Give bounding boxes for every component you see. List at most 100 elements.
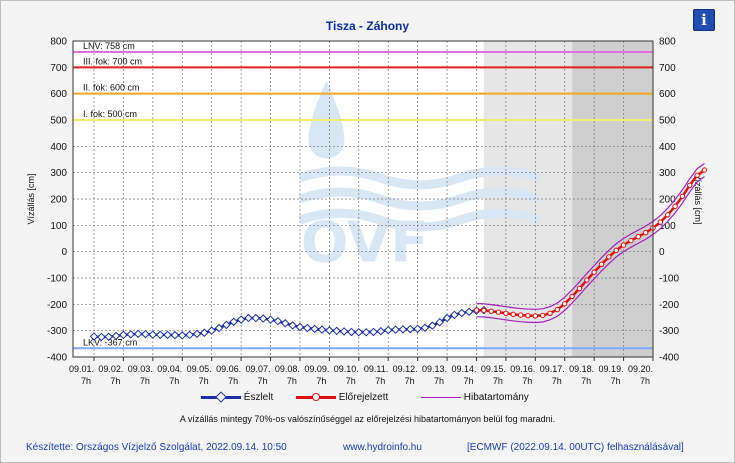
forecast-point-23 (642, 230, 649, 236)
observed-point-51 (464, 307, 474, 316)
probability-note: A vízállás mintegy 70%-os valószínűségge… (179, 414, 556, 424)
observed-point-7 (141, 329, 150, 339)
ytick-right--300: -300 (659, 326, 679, 337)
xtick-date-3: 09.04. (157, 364, 182, 374)
observed-point-40 (383, 325, 393, 335)
ytick-left-600: 600 (50, 89, 67, 100)
error-band-upper (476, 162, 705, 310)
threshold-label-0: LNV: 758 cm (83, 41, 135, 51)
xtick-date-18: 09.19. (599, 364, 624, 374)
observed-point-10 (163, 330, 172, 340)
threshold-label-1: III. fok: 700 cm (83, 56, 142, 66)
ytick-right--400: -400 (659, 353, 679, 364)
observed-point-43 (406, 324, 415, 334)
xtick-hour-19: 7h (640, 376, 650, 386)
ytick-left-400: 400 (50, 142, 67, 153)
observed-point-8 (148, 330, 158, 339)
xtick-hour-9: 7h (346, 376, 356, 386)
legend-band-swatch (421, 396, 461, 398)
xtick-hour-12: 7h (434, 376, 444, 386)
xtick-date-2: 09.03. (128, 364, 153, 374)
observed-point-21 (244, 313, 253, 323)
ytick-left-800: 800 (50, 37, 67, 48)
observed-point-27 (288, 321, 297, 330)
xtick-date-4: 09.05. (187, 364, 212, 374)
forecast-point-31 (701, 167, 708, 173)
observed-point-38 (369, 327, 378, 337)
observed-point-9 (155, 330, 165, 340)
observed-point-0 (89, 332, 99, 341)
forecast-point-27 (672, 203, 678, 210)
observed-point-15 (200, 328, 209, 338)
observed-point-28 (295, 322, 305, 332)
xtick-hour-10: 7h (375, 376, 385, 386)
observed-point-23 (258, 314, 268, 323)
threshold-label-2: II. fok: 600 cm (83, 83, 140, 93)
observed-point-17 (214, 323, 224, 333)
legend-observed: Észlelt (201, 391, 274, 403)
xtick-hour-1: 7h (110, 376, 120, 386)
forecast-point-3 (495, 309, 502, 315)
forecast-point-10 (547, 310, 553, 316)
xtick-hour-13: 7h (463, 376, 473, 386)
forecast-point-5 (510, 311, 516, 318)
observed-point-36 (354, 328, 364, 337)
forecast-point-28 (679, 193, 686, 200)
observed-point-47 (435, 317, 444, 327)
observed-point-16 (207, 326, 216, 335)
forecast-point-22 (635, 233, 641, 240)
forecast-point-29 (687, 182, 693, 189)
legend-observed-label: Észlelt (243, 392, 274, 403)
observed-point-35 (347, 327, 356, 337)
footer-source: [ECMWF (2022.09.14. 00UTC) felhasználásá… (467, 442, 684, 453)
ytick-right-0: 0 (659, 247, 665, 258)
xtick-hour-7: 7h (287, 376, 297, 386)
threshold-label-4: LKV: -367 cm (83, 337, 137, 347)
observed-point-29 (303, 323, 312, 333)
forecast-point-2 (488, 308, 494, 314)
watermark-wave-0 (298, 166, 542, 190)
footer-website-link[interactable]: www.hydroinfo.hu (343, 442, 422, 453)
watermark-text: OVF (301, 211, 429, 276)
xtick-hour-3: 7h (169, 376, 179, 386)
observed-point-41 (391, 325, 400, 334)
observed-point-14 (192, 329, 202, 339)
observed-point-24 (266, 315, 275, 324)
forecast-point-8 (532, 313, 539, 319)
footer-made-by: Készítette: Országos Vízjelző Szolgálat,… (26, 442, 287, 453)
ytick-right-600: 600 (659, 89, 676, 100)
xtick-hour-8: 7h (316, 376, 326, 386)
forecast-point-4 (503, 310, 509, 316)
xtick-hour-16: 7h (552, 376, 562, 386)
observed-point-3 (111, 331, 121, 341)
watermark-wave-2 (298, 208, 542, 232)
info-icon[interactable]: i (693, 9, 715, 31)
forecast-shade-1 (572, 41, 653, 357)
forecast-point-30 (694, 172, 700, 179)
xtick-hour-2: 7h (140, 376, 150, 386)
ytick-left--400: -400 (47, 353, 67, 364)
forecast-point-16 (591, 269, 597, 275)
ytick-right-700: 700 (659, 63, 676, 74)
xtick-hour-15: 7h (522, 376, 532, 386)
observed-point-2 (104, 332, 113, 341)
legend-forecast: Előrejelzett (296, 392, 388, 403)
forecast-point-9 (539, 312, 546, 319)
observed-point-19 (229, 317, 238, 326)
ytick-right-500: 500 (659, 116, 676, 127)
error-band-lower (476, 176, 705, 324)
ytick-left--100: -100 (47, 274, 67, 285)
ytick-left--200: -200 (47, 300, 67, 311)
legend-band: Hibatartomány (421, 392, 529, 403)
observed-point-30 (310, 324, 319, 334)
xtick-date-11: 09.12. (393, 364, 418, 374)
xtick-hour-4: 7h (199, 376, 209, 386)
xtick-hour-18: 7h (611, 376, 621, 386)
xtick-hour-6: 7h (258, 376, 268, 386)
ytick-right-400: 400 (659, 142, 676, 153)
xtick-hour-5: 7h (228, 376, 238, 386)
forecast-point-17 (598, 261, 605, 268)
xtick-date-6: 09.07. (245, 364, 270, 374)
observed-point-48 (442, 313, 452, 323)
